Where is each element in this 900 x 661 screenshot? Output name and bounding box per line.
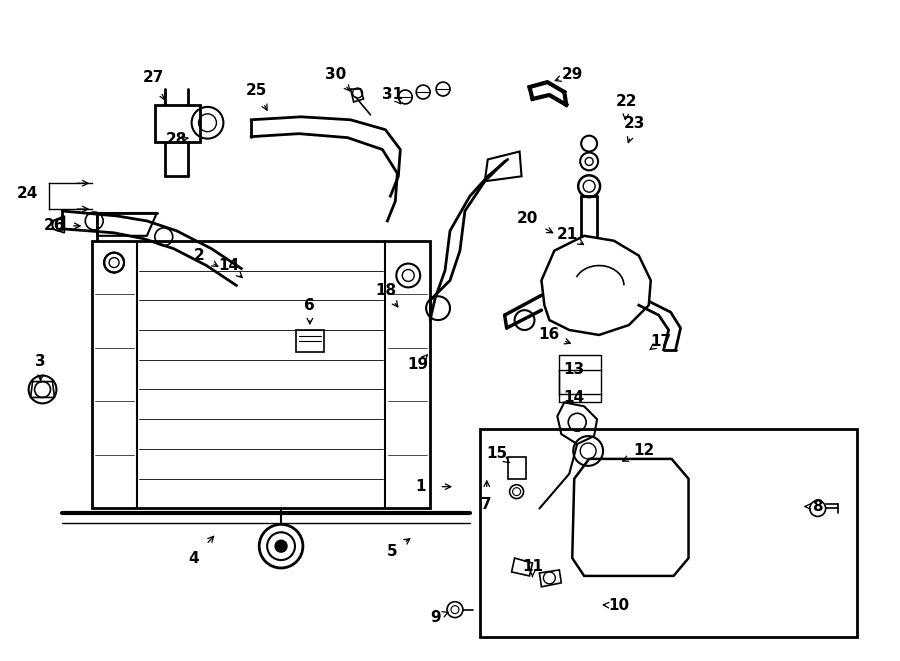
Text: 5: 5: [387, 543, 398, 559]
Text: 23: 23: [625, 116, 645, 132]
Bar: [480, 429, 858, 637]
Text: 18: 18: [374, 283, 396, 298]
Text: 19: 19: [408, 357, 428, 372]
Text: 6: 6: [304, 297, 315, 313]
Text: 13: 13: [563, 362, 585, 377]
Text: 29: 29: [562, 67, 583, 82]
Text: 24: 24: [17, 186, 39, 201]
Circle shape: [275, 540, 287, 552]
Text: 9: 9: [430, 610, 440, 625]
Bar: [508, 457, 526, 479]
Text: 31: 31: [382, 87, 403, 102]
Text: 25: 25: [246, 83, 267, 98]
Text: 30: 30: [325, 67, 346, 82]
Text: 26: 26: [44, 218, 65, 233]
Text: 27: 27: [143, 69, 165, 85]
Text: 14: 14: [563, 390, 585, 405]
Bar: [92, 241, 430, 508]
Text: 3: 3: [35, 354, 46, 369]
Text: 20: 20: [517, 212, 538, 227]
Text: 28: 28: [166, 132, 187, 147]
Text: 22: 22: [616, 95, 638, 110]
Text: 17: 17: [650, 334, 671, 350]
Text: 2: 2: [194, 248, 205, 263]
Text: 16: 16: [539, 327, 560, 342]
Text: 4: 4: [188, 551, 199, 566]
Polygon shape: [572, 459, 688, 576]
Text: 12: 12: [634, 444, 654, 459]
Bar: [296, 330, 324, 352]
Text: 10: 10: [608, 598, 629, 613]
Text: 21: 21: [556, 227, 578, 243]
Text: 11: 11: [522, 559, 543, 574]
Text: 15: 15: [486, 446, 508, 461]
Text: 14: 14: [219, 258, 240, 273]
Bar: [559, 355, 601, 403]
Text: 8: 8: [813, 499, 823, 514]
Text: 7: 7: [482, 497, 492, 512]
Text: 1: 1: [415, 479, 426, 494]
